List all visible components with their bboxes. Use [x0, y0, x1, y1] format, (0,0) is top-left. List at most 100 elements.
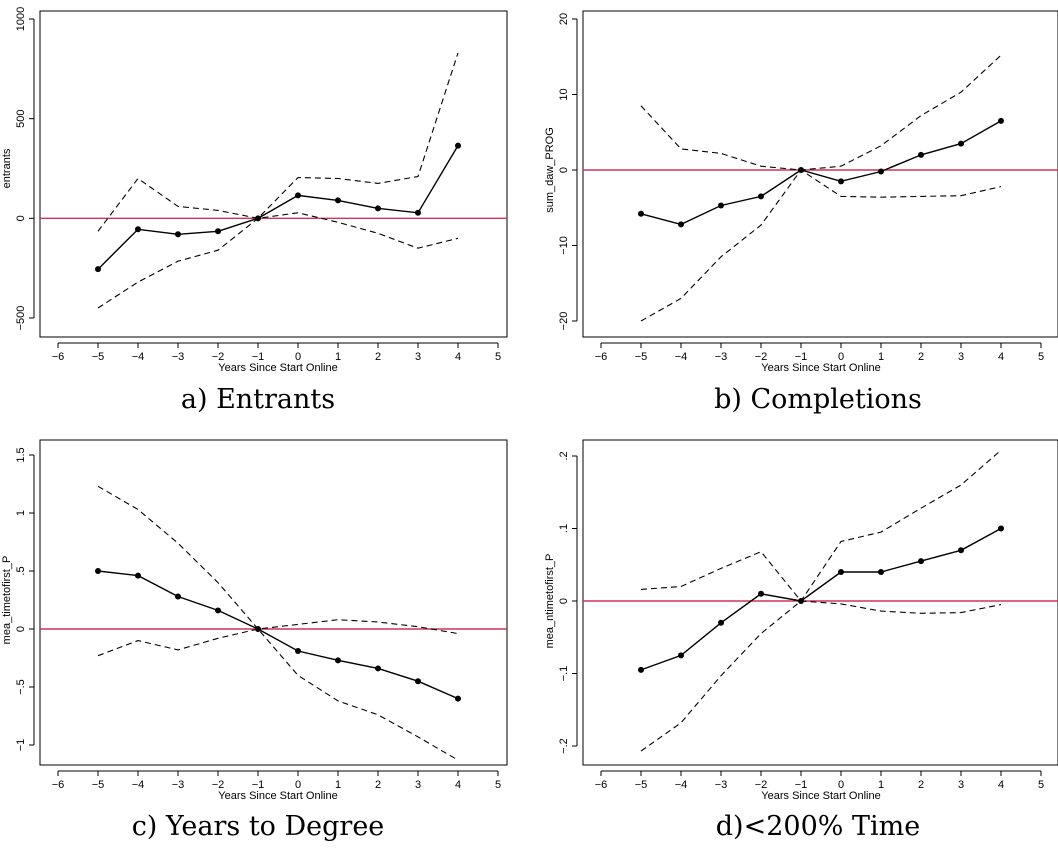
estimate-point — [375, 205, 381, 212]
y-axis-label: mea_ntimetofirst_P — [544, 554, 556, 649]
y-tick-label: −500 — [15, 306, 27, 331]
estimate-point — [638, 666, 644, 673]
estimate-point — [175, 231, 181, 238]
y-tick-label: 0 — [558, 598, 570, 604]
x-tick-label: −4 — [675, 351, 688, 363]
x-tick-label: 2 — [918, 351, 924, 363]
chart-panel-1: −6 −5 −4 −3 −2 −1 0 1 2 3 4 5 Years Since Start Onli… — [1, 7, 508, 415]
estimate-point — [375, 665, 381, 672]
y-axis-label: sum_daw_PROG — [544, 127, 556, 213]
y-tick-label: −20 — [558, 312, 570, 331]
x-tick-label: −1 — [252, 351, 265, 363]
plot-frame — [582, 439, 1058, 766]
plot-frame — [39, 439, 508, 766]
estimate-point — [295, 648, 301, 655]
x-tick-label: −6 — [52, 351, 65, 363]
panel-caption: d)<200% Time — [716, 811, 920, 842]
estimate-point — [295, 192, 301, 199]
x-tick-label: 4 — [455, 351, 461, 363]
y-tick-label: 1000 — [15, 7, 27, 31]
x-axis-label: Years Since Start Online — [218, 790, 337, 802]
y-tick-label: 0 — [15, 215, 27, 221]
y-tick-label: .2 — [558, 451, 570, 460]
x-tick-label: −4 — [132, 351, 145, 363]
estimate-point — [918, 558, 924, 565]
y-tick-label: 20 — [558, 13, 570, 25]
x-tick-label: −5 — [635, 351, 648, 363]
x-tick-label: −1 — [252, 779, 265, 791]
x-tick-label: −6 — [595, 779, 608, 791]
estimate-series-line — [97, 570, 459, 700]
estimate-point — [998, 525, 1004, 532]
estimate-series-line — [640, 120, 1002, 226]
panel-caption: c) Years to Degree — [132, 811, 385, 842]
x-tick-label: 0 — [295, 779, 301, 791]
x-tick-label: 3 — [415, 779, 421, 791]
y-tick-label: 1.5 — [15, 447, 27, 462]
x-tick-label: 0 — [838, 351, 844, 363]
x-tick-label: −2 — [755, 779, 768, 791]
estimate-series-line — [640, 527, 1002, 671]
upper-ci-series-line — [640, 54, 1002, 171]
estimate-point — [455, 695, 461, 702]
x-tick-label: 0 — [838, 779, 844, 791]
estimate-point — [838, 569, 844, 575]
x-tick-label: −1 — [795, 779, 808, 791]
x-tick-label: 3 — [415, 351, 421, 363]
x-tick-label: −5 — [92, 779, 105, 791]
x-axis-label: Years Since Start Online — [761, 790, 880, 802]
estimate-point — [95, 568, 101, 574]
estimate-point — [958, 547, 964, 554]
upper-ci-series-line — [640, 449, 1002, 602]
x-tick-label: −2 — [212, 351, 225, 363]
estimate-point — [998, 117, 1004, 124]
panel-caption: b) Completions — [714, 384, 922, 415]
y-tick-label: .5 — [15, 566, 27, 575]
x-tick-label: 4 — [998, 351, 1004, 363]
x-tick-label: 3 — [958, 351, 964, 363]
lower-ci-series-line — [640, 169, 1002, 322]
y-tick-label: .1 — [558, 524, 570, 533]
y-tick-label: −.2 — [558, 738, 570, 754]
estimate-point — [455, 142, 461, 149]
x-tick-label: 0 — [295, 351, 301, 363]
x-tick-label: 5 — [1038, 779, 1044, 791]
estimate-point — [215, 228, 221, 235]
x-tick-label: −2 — [212, 779, 225, 791]
estimate-point — [335, 197, 341, 204]
estimate-point — [95, 266, 101, 273]
estimate-point — [415, 209, 421, 216]
estimate-point — [215, 607, 221, 614]
x-tick-label: −4 — [675, 779, 688, 791]
x-tick-label: −5 — [635, 779, 648, 791]
y-axis-label: entrants — [1, 148, 13, 188]
x-tick-label: −5 — [92, 351, 105, 363]
chart-panel-3: −6 −5 −4 −3 −2 −1 0 1 2 3 4 5 Years Since Start Onli… — [1, 439, 508, 842]
x-tick-label: −6 — [595, 351, 608, 363]
upper-ci-series-line — [97, 485, 459, 635]
y-tick-label: 1 — [15, 510, 27, 516]
chart-panel-4: −6 −5 −4 −3 −2 −1 0 1 2 3 4 5 Years Since Start Onli… — [544, 439, 1058, 842]
x-tick-label: 4 — [998, 779, 1004, 791]
lower-ci-series-line — [97, 212, 459, 309]
x-tick-label: 2 — [375, 779, 381, 791]
upper-ci-series-line — [97, 52, 459, 232]
x-axis-label: Years Since Start Online — [218, 362, 337, 374]
x-tick-label: 1 — [878, 351, 884, 363]
y-tick-label: 0 — [15, 626, 27, 632]
y-tick-label: 0 — [558, 167, 570, 173]
x-tick-label: 5 — [1038, 351, 1044, 363]
estimate-point — [175, 593, 181, 600]
estimate-point — [135, 572, 141, 579]
estimate-point — [678, 652, 684, 659]
x-tick-label: −4 — [132, 779, 145, 791]
estimate-point — [878, 168, 884, 175]
x-tick-label: −3 — [715, 351, 728, 363]
x-tick-label: −3 — [715, 779, 728, 791]
x-tick-label: −1 — [795, 351, 808, 363]
x-tick-label: 5 — [495, 351, 501, 363]
x-tick-label: 3 — [958, 779, 964, 791]
plot-frame — [582, 10, 1058, 338]
x-tick-label: −2 — [755, 351, 768, 363]
